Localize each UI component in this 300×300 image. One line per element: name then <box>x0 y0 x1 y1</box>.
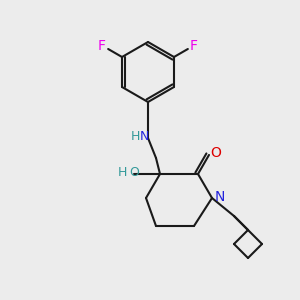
Text: O: O <box>129 166 139 178</box>
Text: H: H <box>130 130 140 142</box>
Text: H: H <box>118 166 127 178</box>
Text: F: F <box>98 38 106 52</box>
Text: N: N <box>215 190 225 204</box>
Text: F: F <box>190 38 198 52</box>
Text: O: O <box>211 146 221 160</box>
Text: N: N <box>139 130 149 142</box>
